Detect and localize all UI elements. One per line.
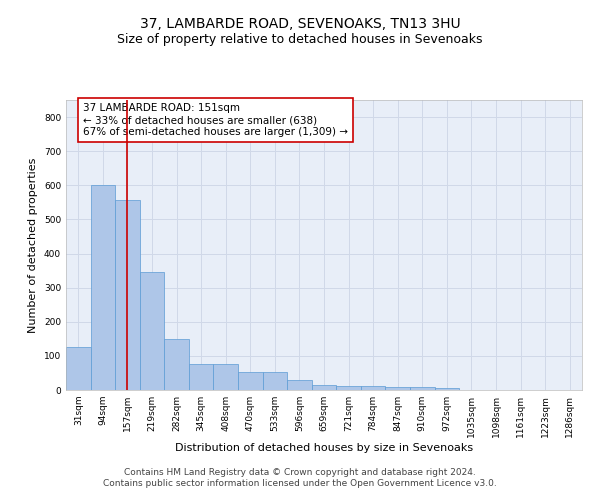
Bar <box>66 348 91 390</box>
Bar <box>238 372 263 390</box>
Bar <box>312 385 336 390</box>
Text: Size of property relative to detached houses in Sevenoaks: Size of property relative to detached ho… <box>117 32 483 46</box>
Text: 37 LAMBARDE ROAD: 151sqm
← 33% of detached houses are smaller (638)
67% of semi-: 37 LAMBARDE ROAD: 151sqm ← 33% of detach… <box>83 104 348 136</box>
Y-axis label: Number of detached properties: Number of detached properties <box>28 158 38 332</box>
Bar <box>287 380 312 390</box>
Bar <box>140 272 164 390</box>
Text: 37, LAMBARDE ROAD, SEVENOAKS, TN13 3HU: 37, LAMBARDE ROAD, SEVENOAKS, TN13 3HU <box>140 18 460 32</box>
Bar <box>164 339 189 390</box>
Bar <box>361 386 385 390</box>
Bar <box>385 388 410 390</box>
Bar <box>263 372 287 390</box>
Bar <box>434 388 459 390</box>
Bar <box>336 386 361 390</box>
Text: Contains HM Land Registry data © Crown copyright and database right 2024.
Contai: Contains HM Land Registry data © Crown c… <box>103 468 497 487</box>
Bar <box>410 388 434 390</box>
Bar <box>91 186 115 390</box>
Bar <box>115 200 140 390</box>
Bar <box>214 364 238 390</box>
Bar <box>189 364 214 390</box>
X-axis label: Distribution of detached houses by size in Sevenoaks: Distribution of detached houses by size … <box>175 442 473 452</box>
